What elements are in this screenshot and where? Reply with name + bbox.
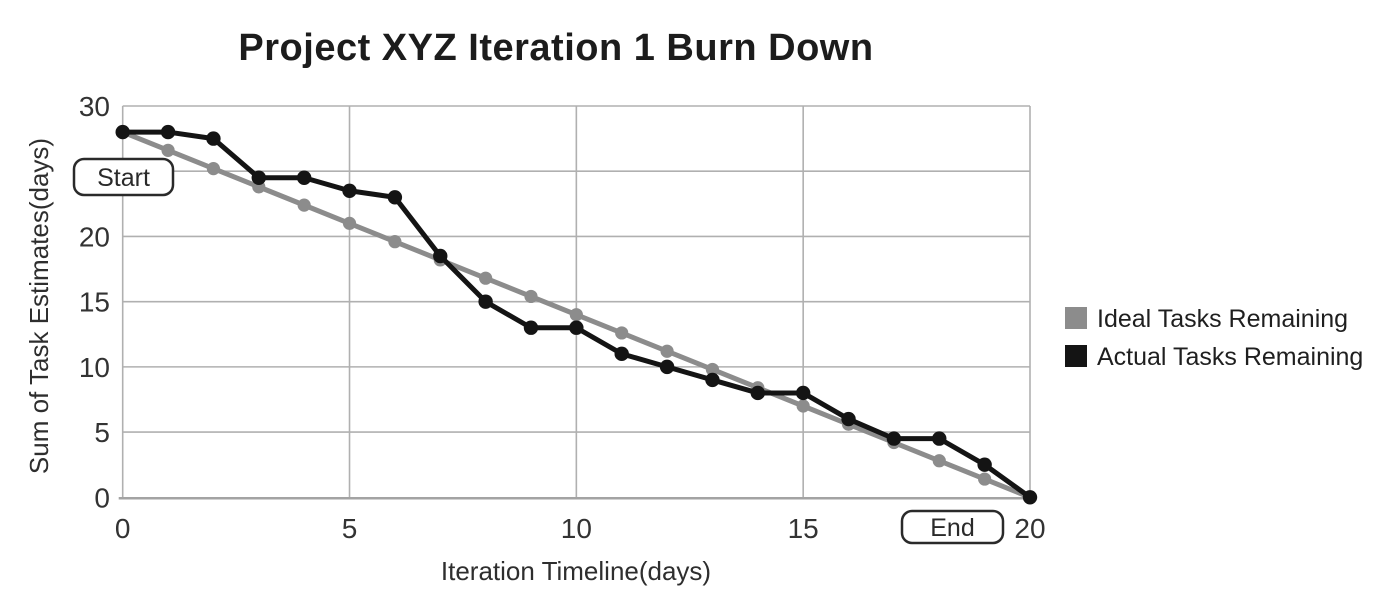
x-axis-title: Iteration Timeline(days) xyxy=(441,556,711,586)
end-annotation-label: End xyxy=(930,514,974,542)
data-point xyxy=(796,399,810,413)
data-point xyxy=(705,372,720,388)
gridlines xyxy=(121,105,1031,498)
end-annotation-box xyxy=(900,509,1005,545)
y-tick-label: 30 xyxy=(79,91,110,122)
data-point xyxy=(841,411,856,427)
data-point xyxy=(479,271,493,285)
y-axis-title: Sum of Task Estimates(days) xyxy=(24,138,54,474)
data-point xyxy=(433,248,448,264)
legend-label-actual: Actual Tasks Remaining xyxy=(1097,343,1363,371)
data-point xyxy=(296,170,312,185)
data-point xyxy=(478,294,493,309)
data-point xyxy=(342,216,357,230)
start-annotation: Start xyxy=(72,157,175,197)
end-annotation: End xyxy=(900,509,1005,545)
data-point xyxy=(297,198,311,212)
data-point xyxy=(932,431,947,446)
chart-title: Project XYZ Iteration 1 Burn Down xyxy=(238,27,873,69)
y-tick-label: 0 xyxy=(94,482,110,513)
x-tick-label: 20 xyxy=(1014,513,1045,544)
x-axis-tick-labels: 0 5 10 15 20 xyxy=(115,513,1046,544)
data-point xyxy=(387,190,403,205)
actual-series-line xyxy=(115,124,1038,505)
data-point xyxy=(659,359,675,375)
x-tick-label: 10 xyxy=(561,513,592,544)
data-point xyxy=(660,344,674,358)
data-point xyxy=(750,385,766,401)
ideal-series-line xyxy=(116,125,1037,504)
legend: Ideal Tasks Remaining Actual Tasks Remai… xyxy=(1065,305,1363,371)
start-annotation-box xyxy=(72,157,175,197)
legend-item-actual: Actual Tasks Remaining xyxy=(1065,343,1363,371)
x-tick-label: 5 xyxy=(342,513,358,544)
data-point xyxy=(569,320,584,335)
data-point xyxy=(160,124,176,140)
x-tick-label: 15 xyxy=(788,513,819,544)
data-point xyxy=(705,362,720,377)
data-point xyxy=(886,431,902,446)
y-tick-label: 15 xyxy=(79,287,110,318)
y-tick-label: 10 xyxy=(79,352,110,383)
legend-swatch-ideal xyxy=(1065,307,1087,329)
x-tick-label: 0 xyxy=(115,513,131,544)
y-tick-label: 5 xyxy=(94,417,110,448)
data-point xyxy=(115,124,130,140)
data-point xyxy=(978,472,992,486)
y-tick-label: 20 xyxy=(79,221,110,252)
y-axis-tick-labels: 051015202530 xyxy=(79,91,110,513)
data-point xyxy=(161,143,175,157)
data-point xyxy=(206,162,221,176)
data-point xyxy=(569,308,583,322)
data-point xyxy=(524,289,538,304)
data-point xyxy=(523,320,539,335)
data-point xyxy=(795,385,811,401)
start-annotation-label: Start xyxy=(97,164,150,192)
data-point xyxy=(614,346,629,362)
data-point xyxy=(932,454,946,468)
data-point xyxy=(342,183,357,198)
data-point xyxy=(1022,490,1038,505)
data-point xyxy=(615,326,629,340)
data-point xyxy=(388,235,402,249)
legend-label-ideal: Ideal Tasks Remaining xyxy=(1097,305,1348,333)
data-point xyxy=(251,170,266,185)
data-point xyxy=(206,131,221,146)
data-point xyxy=(977,457,992,472)
legend-item-ideal: Ideal Tasks Remaining xyxy=(1065,305,1348,333)
legend-swatch-actual xyxy=(1065,345,1087,367)
